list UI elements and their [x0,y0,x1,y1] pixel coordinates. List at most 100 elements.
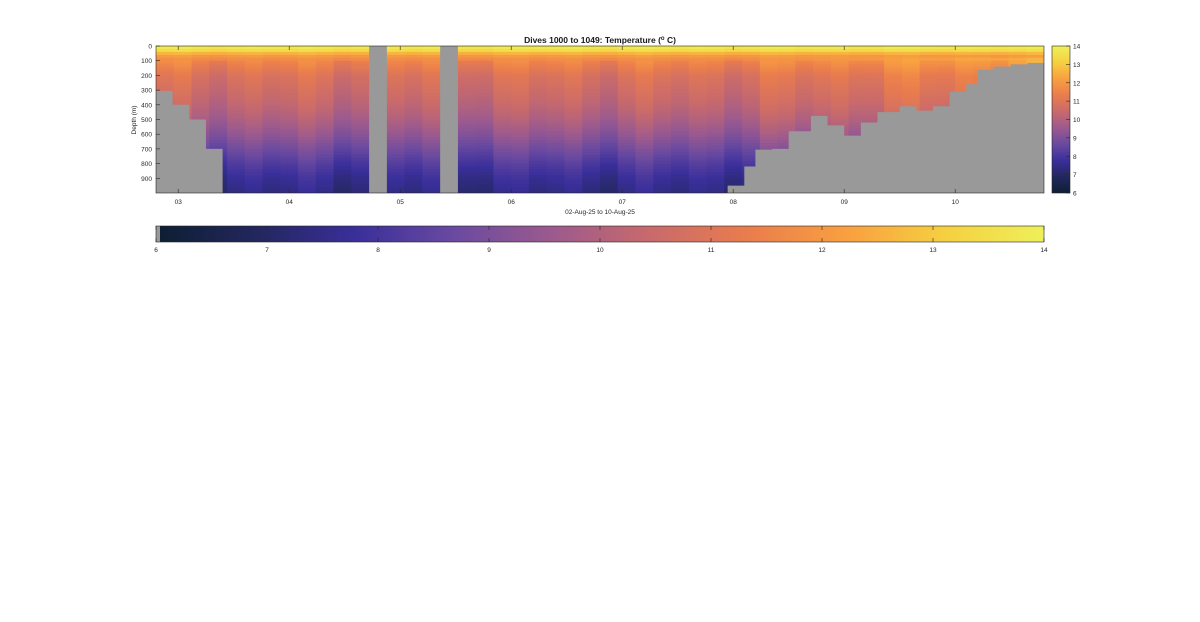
heatmap-cell [457,81,477,85]
heatmap-cell [582,125,601,129]
heatmap-cell [600,90,619,94]
heatmap-cell [635,60,654,65]
heatmap-cell [262,48,281,53]
heatmap-cell [475,140,495,144]
heatmap-cell [848,107,867,112]
heatmap-cell [227,143,246,147]
heatmap-cell [386,110,406,115]
heatmap-cell [564,90,583,94]
heatmap-cell [706,157,725,162]
heatmap-cell [262,175,281,179]
heatmap-cell [582,51,601,56]
heatmap-cell [156,72,175,76]
heatmap-cell [990,57,1010,62]
heatmap-cell [333,160,352,165]
heatmap-cell [315,75,335,79]
heatmap-cell [653,134,672,138]
heatmap-cell [528,119,548,124]
heatmap-cell [528,110,548,115]
heatmap-cell [635,104,654,109]
heatmap-cell [742,66,761,71]
heatmap-cell [475,166,495,171]
heatmap-cell [795,60,814,65]
heatmap-cell [209,60,228,65]
heatmap-cell [742,69,761,74]
heatmap-cell [635,125,654,129]
heatmap-cell [777,81,796,85]
heatmap-cell [386,125,406,129]
heatmap-cell [866,51,885,56]
heatmap-cell [315,69,335,74]
heatmap-cell [156,78,175,82]
heatmap-cell [688,63,708,68]
heatmap-cell [298,178,317,182]
heatmap-cell [742,90,761,94]
heatmap-cell [227,172,246,176]
heatmap-cell [351,128,370,132]
heatmap-cell [227,157,246,162]
heatmap-cell [493,57,512,62]
heatmap-cell [706,81,725,85]
heatmap-cell [457,95,477,100]
heatmap-cell [724,87,743,91]
heatmap-cell [546,54,566,59]
heatmap-cell [866,119,885,124]
heatmap-cell [866,54,885,59]
heatmap-cell [1026,51,1044,56]
heatmap-cell [227,63,246,68]
heatmap-cell [972,57,992,62]
heatmap-cell [671,78,690,82]
heatmap-cell [404,140,423,144]
heatmap-cell [404,116,423,121]
heatmap-cell [671,69,690,74]
heatmap-cell [511,84,530,88]
heatmap-cell [493,181,512,185]
heatmap-cell [333,151,352,156]
heatmap-cell [617,98,637,103]
heatmap-cell [600,104,619,109]
heatmap-cell [457,116,477,121]
heatmap-cell [635,54,654,59]
heatmap-cell [724,51,743,56]
heatmap-cell [351,75,370,79]
heatmap-cell [173,87,193,91]
heatmap-cell [937,69,956,74]
heatmap-cell [244,75,264,79]
heatmap-cell [777,131,796,135]
heatmap-cell [404,125,423,129]
heatmap-cell [280,60,299,65]
heatmap-cell [244,143,264,147]
heatmap-cell [493,131,512,135]
heatmap-cell [564,81,583,85]
heatmap-cell [688,101,708,106]
heatmap-cell [244,122,264,126]
heatmap-cell [386,113,406,118]
heatmap-cell [795,128,814,132]
heatmap-cell [209,110,228,115]
heatmap-cell [209,104,228,109]
heatmap-cell [724,69,743,74]
heatmap-cell [564,145,583,150]
heatmap-cell [386,178,406,182]
heatmap-cell [617,101,637,106]
y-tick-label: 200 [141,73,152,80]
heatmap-cell [724,98,743,103]
heatmap-cell [635,190,654,193]
heatmap-cell [333,113,352,118]
heatmap-cell [511,90,530,94]
heatmap-cell [706,163,725,168]
heatmap-cell [351,104,370,109]
heatmap-cell [351,143,370,147]
heatmap-cell [280,143,299,147]
heatmap-cell [582,169,601,174]
heatmap-cell [457,60,477,65]
heatmap-cell [617,95,637,100]
heatmap-cell [582,172,601,176]
heatmap-cell [386,81,406,85]
heatmap-cell [528,160,548,165]
heatmap-cell [955,81,974,85]
heatmap-cell [617,166,637,171]
heatmap-cell [528,178,548,182]
heatmap-cell [582,181,601,185]
heatmap-cell [671,54,690,59]
